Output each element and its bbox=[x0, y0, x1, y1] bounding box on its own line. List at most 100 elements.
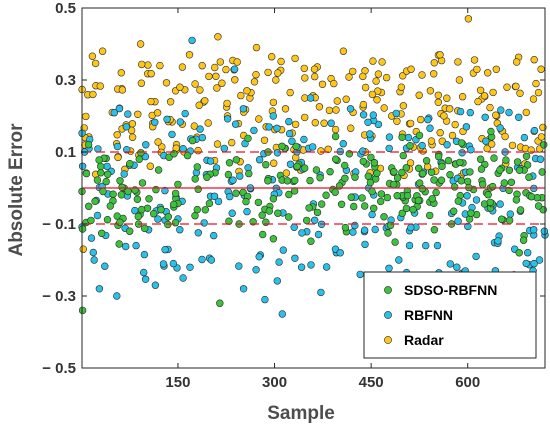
data-point-rbfnn bbox=[285, 129, 294, 138]
data-point-rbfnn bbox=[433, 241, 442, 250]
data-point-sdso-rbfnn bbox=[313, 208, 322, 217]
data-point-rbfnn bbox=[94, 145, 102, 153]
data-point-rbfnn bbox=[122, 123, 131, 131]
data-point-radar bbox=[486, 103, 494, 112]
data-point-rbfnn bbox=[186, 263, 194, 271]
data-point-radar bbox=[204, 119, 212, 127]
y-tick-label: 0.5 bbox=[55, 0, 76, 17]
data-point-sdso-rbfnn bbox=[515, 249, 523, 257]
data-point-radar bbox=[464, 15, 473, 23]
data-point-radar bbox=[277, 57, 285, 66]
data-point-radar bbox=[534, 88, 543, 97]
data-point-sdso-rbfnn bbox=[428, 195, 436, 203]
data-point-radar bbox=[458, 92, 467, 101]
data-point-radar bbox=[310, 65, 319, 73]
data-point-sdso-rbfnn bbox=[265, 207, 273, 215]
data-point-sdso-rbfnn bbox=[93, 176, 102, 184]
data-point-sdso-rbfnn bbox=[224, 170, 233, 179]
data-point-sdso-rbfnn bbox=[170, 200, 178, 209]
data-point-rbfnn bbox=[522, 259, 530, 268]
data-point-radar bbox=[213, 140, 222, 148]
data-point-radar bbox=[231, 76, 239, 84]
data-point-rbfnn bbox=[481, 113, 489, 122]
data-point-sdso-rbfnn bbox=[117, 191, 126, 199]
data-point-sdso-rbfnn bbox=[134, 212, 143, 221]
data-point-rbfnn bbox=[142, 141, 150, 149]
x-tick-label: 450 bbox=[359, 374, 384, 391]
data-point-radar bbox=[492, 111, 500, 119]
data-point-sdso-rbfnn bbox=[467, 209, 475, 217]
data-point-rbfnn bbox=[395, 256, 403, 264]
data-point-rbfnn bbox=[89, 248, 98, 257]
legend: SDSO-RBFNN RBFNN Radar bbox=[363, 271, 537, 359]
data-point-sdso-rbfnn bbox=[415, 131, 424, 140]
data-point-sdso-rbfnn bbox=[368, 187, 376, 196]
data-point-rbfnn bbox=[530, 126, 539, 135]
data-point-sdso-rbfnn bbox=[358, 194, 366, 202]
data-point-sdso-rbfnn bbox=[274, 209, 282, 217]
data-point-sdso-rbfnn bbox=[505, 166, 514, 175]
data-point-sdso-rbfnn bbox=[450, 207, 458, 215]
data-point-sdso-rbfnn bbox=[109, 190, 117, 198]
data-point-rbfnn bbox=[520, 133, 529, 142]
data-point-rbfnn bbox=[366, 130, 374, 138]
data-point-sdso-rbfnn bbox=[145, 195, 153, 203]
data-point-sdso-rbfnn bbox=[164, 213, 173, 221]
data-point-rbfnn bbox=[207, 256, 216, 264]
data-point-radar bbox=[274, 69, 282, 77]
data-point-radar bbox=[339, 47, 348, 55]
data-point-rbfnn bbox=[309, 143, 317, 151]
data-point-rbfnn bbox=[443, 141, 451, 149]
data-point-rbfnn bbox=[273, 149, 282, 157]
data-point-sdso-rbfnn bbox=[427, 168, 436, 177]
data-point-rbfnn bbox=[140, 250, 149, 259]
data-point-sdso-rbfnn bbox=[377, 190, 386, 198]
data-point-sdso-rbfnn bbox=[183, 151, 192, 160]
data-point-rbfnn bbox=[103, 162, 111, 171]
data-point-rbfnn bbox=[346, 105, 355, 113]
data-point-sdso-rbfnn bbox=[305, 204, 313, 212]
data-point-rbfnn bbox=[446, 260, 454, 268]
data-point-rbfnn bbox=[235, 262, 243, 270]
data-point-sdso-rbfnn bbox=[133, 195, 142, 204]
data-point-radar bbox=[503, 83, 511, 91]
data-point-sdso-rbfnn bbox=[402, 164, 410, 172]
data-point-sdso-rbfnn bbox=[244, 134, 252, 143]
data-point-sdso-rbfnn bbox=[264, 177, 272, 185]
data-point-radar bbox=[418, 71, 426, 79]
data-point-radar bbox=[98, 47, 107, 55]
data-point-radar bbox=[516, 89, 524, 98]
data-point-rbfnn bbox=[265, 123, 273, 131]
data-point-sdso-rbfnn bbox=[386, 221, 395, 230]
data-point-radar bbox=[373, 96, 381, 104]
data-point-radar bbox=[166, 98, 175, 106]
data-point-sdso-rbfnn bbox=[194, 185, 202, 193]
data-point-radar bbox=[436, 129, 444, 137]
data-point-radar bbox=[349, 67, 357, 76]
data-point-sdso-rbfnn bbox=[154, 166, 163, 174]
data-point-sdso-rbfnn bbox=[516, 206, 525, 214]
data-point-radar bbox=[196, 86, 204, 94]
data-point-radar bbox=[127, 126, 136, 135]
data-point-radar bbox=[146, 162, 155, 170]
data-point-rbfnn bbox=[90, 256, 98, 264]
data-point-rbfnn bbox=[210, 192, 219, 201]
data-point-rbfnn bbox=[93, 211, 102, 220]
data-point-rbfnn bbox=[360, 226, 369, 234]
data-point-rbfnn bbox=[359, 111, 368, 119]
data-point-radar bbox=[300, 64, 308, 73]
data-point-sdso-rbfnn bbox=[380, 213, 388, 221]
data-point-sdso-rbfnn bbox=[390, 168, 398, 176]
data-point-radar bbox=[470, 56, 479, 64]
data-point-radar bbox=[205, 72, 213, 81]
data-point-rbfnn bbox=[87, 234, 96, 242]
data-point-sdso-rbfnn bbox=[87, 216, 95, 225]
data-point-rbfnn bbox=[456, 107, 465, 116]
data-point-radar bbox=[417, 115, 425, 124]
data-point-radar bbox=[136, 40, 145, 48]
data-point-sdso-rbfnn bbox=[138, 179, 147, 187]
data-point-sdso-rbfnn bbox=[283, 177, 292, 185]
data-point-sdso-rbfnn bbox=[522, 152, 531, 161]
data-point-rbfnn bbox=[536, 155, 545, 163]
data-point-radar bbox=[508, 141, 517, 150]
